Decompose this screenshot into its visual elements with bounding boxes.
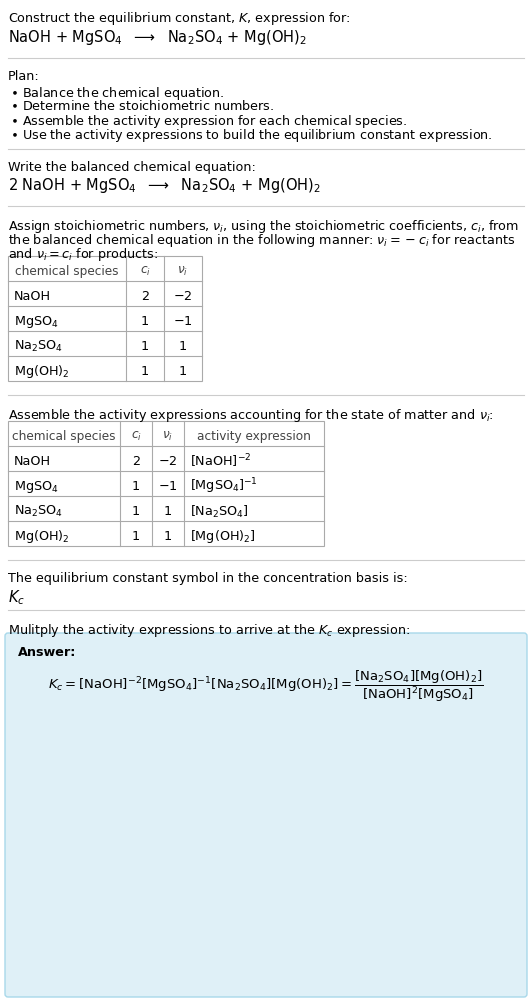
Text: 1: 1 <box>179 365 187 378</box>
Text: the balanced chemical equation in the following manner: $\nu_i = -c_i$ for react: the balanced chemical equation in the fo… <box>8 232 516 249</box>
Text: 2: 2 <box>141 290 149 303</box>
Bar <box>8 256 202 381</box>
Text: $\nu_i$: $\nu_i$ <box>162 430 173 443</box>
Text: 1: 1 <box>141 315 149 328</box>
Text: MgSO$_4$: MgSO$_4$ <box>14 479 59 495</box>
Text: $c_i$: $c_i$ <box>130 430 142 443</box>
Text: Mg(OH)$_2$: Mg(OH)$_2$ <box>14 528 70 545</box>
Text: 1: 1 <box>164 505 172 518</box>
Text: $\bullet$ Balance the chemical equation.: $\bullet$ Balance the chemical equation. <box>10 85 224 102</box>
Text: $K_c = [\mathrm{NaOH}]^{-2}[\mathrm{MgSO_4}]^{-1}[\mathrm{Na_2SO_4}][\mathrm{Mg(: $K_c = [\mathrm{NaOH}]^{-2}[\mathrm{MgSO… <box>48 668 484 703</box>
Bar <box>8 421 324 546</box>
Text: 1: 1 <box>132 530 140 543</box>
Text: Mg(OH)$_2$: Mg(OH)$_2$ <box>14 363 70 380</box>
Text: 1: 1 <box>164 530 172 543</box>
Text: 1: 1 <box>179 340 187 353</box>
Text: Answer:: Answer: <box>18 646 77 659</box>
Text: $K_c$: $K_c$ <box>8 588 25 606</box>
Text: $\nu_i$: $\nu_i$ <box>178 265 188 278</box>
Text: [NaOH]$^{-2}$: [NaOH]$^{-2}$ <box>190 453 251 470</box>
Text: chemical species: chemical species <box>15 265 119 278</box>
Text: chemical species: chemical species <box>12 430 116 443</box>
Text: $\bullet$ Determine the stoichiometric numbers.: $\bullet$ Determine the stoichiometric n… <box>10 99 275 113</box>
Text: 1: 1 <box>141 340 149 353</box>
Text: Write the balanced chemical equation:: Write the balanced chemical equation: <box>8 161 256 174</box>
Text: 1: 1 <box>132 505 140 518</box>
Text: [MgSO$_4]^{-1}$: [MgSO$_4]^{-1}$ <box>190 477 258 496</box>
Text: NaOH + MgSO$_4$  $\longrightarrow$  Na$_2$SO$_4$ + Mg(OH)$_2$: NaOH + MgSO$_4$ $\longrightarrow$ Na$_2$… <box>8 28 307 47</box>
Text: $-1$: $-1$ <box>173 315 193 328</box>
Text: $-1$: $-1$ <box>158 480 178 493</box>
Text: The equilibrium constant symbol in the concentration basis is:: The equilibrium constant symbol in the c… <box>8 572 408 585</box>
Text: MgSO$_4$: MgSO$_4$ <box>14 314 59 330</box>
Text: Plan:: Plan: <box>8 70 40 83</box>
Text: 2: 2 <box>132 455 140 468</box>
Text: $-2$: $-2$ <box>159 455 178 468</box>
Text: Na$_2$SO$_4$: Na$_2$SO$_4$ <box>14 339 63 354</box>
Text: $c_i$: $c_i$ <box>139 265 151 278</box>
Text: and $\nu_i = c_i$ for products:: and $\nu_i = c_i$ for products: <box>8 246 158 263</box>
Text: 2 NaOH + MgSO$_4$  $\longrightarrow$  Na$_2$SO$_4$ + Mg(OH)$_2$: 2 NaOH + MgSO$_4$ $\longrightarrow$ Na$_… <box>8 176 321 195</box>
Text: 1: 1 <box>132 480 140 493</box>
Text: $\bullet$ Assemble the activity expression for each chemical species.: $\bullet$ Assemble the activity expressi… <box>10 113 408 130</box>
Text: Assemble the activity expressions accounting for the state of matter and $\nu_i$: Assemble the activity expressions accoun… <box>8 407 494 424</box>
Text: Mulitply the activity expressions to arrive at the $K_c$ expression:: Mulitply the activity expressions to arr… <box>8 622 410 639</box>
Text: $-2$: $-2$ <box>173 290 193 303</box>
Text: activity expression: activity expression <box>197 430 311 443</box>
Text: 1: 1 <box>141 365 149 378</box>
Text: [Mg(OH)$_2$]: [Mg(OH)$_2$] <box>190 528 256 545</box>
FancyBboxPatch shape <box>5 633 527 997</box>
Text: $\bullet$ Use the activity expressions to build the equilibrium constant express: $\bullet$ Use the activity expressions t… <box>10 127 493 144</box>
Text: Assign stoichiometric numbers, $\nu_i$, using the stoichiometric coefficients, $: Assign stoichiometric numbers, $\nu_i$, … <box>8 218 519 235</box>
Text: Na$_2$SO$_4$: Na$_2$SO$_4$ <box>14 504 63 519</box>
Text: Construct the equilibrium constant, $K$, expression for:: Construct the equilibrium constant, $K$,… <box>8 10 351 27</box>
Text: NaOH: NaOH <box>14 455 51 468</box>
Text: NaOH: NaOH <box>14 290 51 303</box>
Text: [Na$_2$SO$_4$]: [Na$_2$SO$_4$] <box>190 503 248 520</box>
